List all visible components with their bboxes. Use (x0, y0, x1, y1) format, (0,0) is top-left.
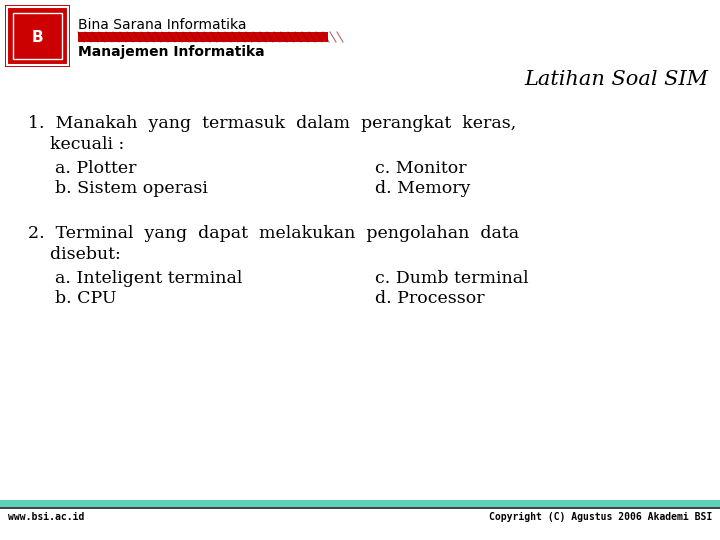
Text: b. Sistem operasi: b. Sistem operasi (55, 180, 208, 197)
Text: c. Dumb terminal: c. Dumb terminal (375, 270, 528, 287)
Text: B: B (32, 30, 43, 45)
Text: a. Plotter: a. Plotter (55, 160, 137, 177)
Bar (5, 5, 70, 67)
Bar (0, 507, 720, 509)
Text: d. Memory: d. Memory (375, 180, 470, 197)
Text: a. Inteligent terminal: a. Inteligent terminal (55, 270, 243, 287)
Bar (0, 500, 720, 507)
Text: disebut:: disebut: (28, 246, 121, 263)
Bar (13, 13, 62, 59)
Text: Latihan Soal SIM: Latihan Soal SIM (524, 70, 708, 89)
Text: b. CPU: b. CPU (55, 290, 117, 307)
Text: 1.  Manakah  yang  termasuk  dalam  perangkat  keras,: 1. Manakah yang termasuk dalam perangkat… (28, 115, 516, 132)
Text: d. Processor: d. Processor (375, 290, 485, 307)
Text: Bina Sarana Informatika: Bina Sarana Informatika (78, 18, 246, 32)
Text: kecuali :: kecuali : (28, 136, 125, 153)
Text: Copyright (C) Agustus 2006 Akademi BSI: Copyright (C) Agustus 2006 Akademi BSI (489, 512, 712, 522)
Bar (7, 7, 68, 65)
Text: 2.  Terminal  yang  dapat  melakukan  pengolahan  data: 2. Terminal yang dapat melakukan pengola… (28, 225, 519, 242)
Text: www.bsi.ac.id: www.bsi.ac.id (8, 512, 84, 522)
Bar (78, 32, 328, 42)
Text: Manajemen Informatika: Manajemen Informatika (78, 45, 265, 59)
Text: c. Monitor: c. Monitor (375, 160, 467, 177)
